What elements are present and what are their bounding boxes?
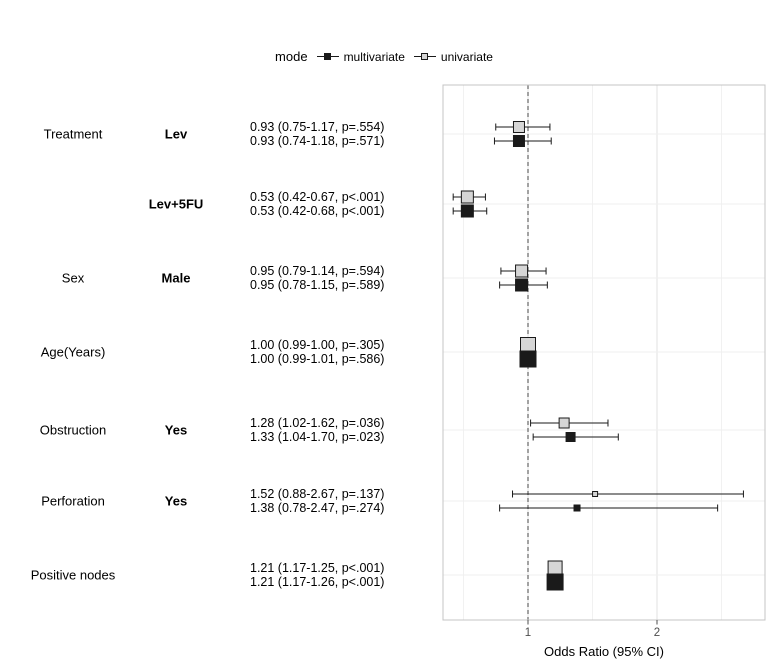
estimate-label-multivariate: 1.38 (0.78-2.47, p=.274) (250, 501, 385, 515)
panel-border (442, 84, 766, 621)
estimate-label-multivariate: 0.53 (0.42-0.68, p<.001) (250, 204, 385, 218)
estimate-text-block: 1.28 (1.02-1.62, p=.036) 1.33 (1.04-1.70,… (250, 416, 384, 444)
estimate-label-univariate: 0.53 (0.42-0.67, p<.001) (250, 190, 385, 204)
legend-swatch-univariate (420, 53, 428, 60)
level-label: Male (161, 270, 191, 286)
marker-multivariate (565, 432, 576, 442)
estimate-text-block: 0.53 (0.42-0.67, p<.001) 0.53 (0.42-0.68,… (250, 190, 384, 218)
estimate-label-multivariate: 1.33 (1.04-1.70, p=.023) (250, 430, 385, 444)
estimate-label-multivariate: 0.95 (0.78-1.15, p=.589) (250, 278, 385, 292)
marker-multivariate (515, 278, 529, 292)
legend-item-univariate: univariate (413, 49, 493, 64)
variable-label: Treatment (43, 126, 103, 142)
multivariate-marker-icon (316, 51, 339, 62)
marker-univariate (520, 337, 536, 353)
level-label: Yes (164, 422, 188, 438)
x-axis-title: Odds Ratio (95% CI) (544, 644, 664, 659)
estimate-label-univariate: 1.00 (0.99-1.00, p=.305) (250, 338, 385, 352)
axis-tick-label: 1 (525, 627, 531, 639)
axis-tick-label: 2 (654, 627, 660, 639)
estimate-text-block: 1.00 (0.99-1.00, p=.305) 1.00 (0.99-1.01,… (250, 338, 384, 366)
legend: mode multivariate univariate (0, 49, 768, 64)
estimate-label-univariate: 1.21 (1.17-1.25, p<.001) (250, 561, 385, 575)
marker-univariate (558, 417, 570, 429)
variable-label: Obstruction (39, 422, 107, 438)
marker-univariate (515, 264, 529, 278)
legend-label-multivariate: multivariate (343, 49, 405, 64)
marker-univariate (512, 121, 525, 133)
legend-label-univariate: univariate (440, 49, 493, 64)
marker-multivariate (573, 504, 581, 512)
estimate-label-multivariate: 0.93 (0.74-1.18, p=.571) (250, 134, 385, 148)
level-label: Lev (164, 126, 188, 142)
variable-label: Sex (61, 270, 85, 286)
level-label: Lev+5FU (148, 196, 204, 212)
estimate-label-univariate: 1.52 (0.88-2.67, p=.137) (250, 487, 385, 501)
variable-label: Age(Years) (40, 344, 106, 360)
estimate-label-univariate: 0.95 (0.79-1.14, p=.594) (250, 264, 385, 278)
marker-univariate (460, 190, 474, 204)
estimate-label-univariate: 1.28 (1.02-1.62, p=.036) (250, 416, 385, 430)
estimate-text-block: 0.95 (0.79-1.14, p=.594) 0.95 (0.78-1.15,… (250, 264, 384, 292)
legend-item-multivariate: multivariate (316, 49, 405, 64)
variable-label: Positive nodes (30, 567, 116, 583)
marker-multivariate (519, 350, 537, 368)
marker-univariate (547, 560, 563, 576)
marker-multivariate (512, 135, 525, 147)
estimate-text-block: 1.21 (1.17-1.25, p<.001) 1.21 (1.17-1.26,… (250, 561, 384, 589)
univariate-marker-icon (413, 51, 436, 62)
estimate-label-univariate: 0.93 (0.75-1.17, p=.554) (250, 120, 385, 134)
estimate-text-block: 0.93 (0.75-1.17, p=.554) 0.93 (0.74-1.18,… (250, 120, 384, 148)
estimate-label-multivariate: 1.00 (0.99-1.01, p=.586) (250, 352, 385, 366)
legend-swatch-multivariate (323, 53, 331, 60)
legend-title: mode (275, 49, 308, 64)
estimate-label-multivariate: 1.21 (1.17-1.26, p<.001) (250, 575, 385, 589)
marker-multivariate (460, 204, 474, 218)
variable-label: Perforation (41, 493, 105, 509)
estimate-text-block: 1.52 (0.88-2.67, p=.137) 1.38 (0.78-2.47,… (250, 487, 384, 515)
level-label: Yes (164, 493, 188, 509)
marker-multivariate (546, 573, 564, 591)
marker-univariate (592, 491, 599, 497)
